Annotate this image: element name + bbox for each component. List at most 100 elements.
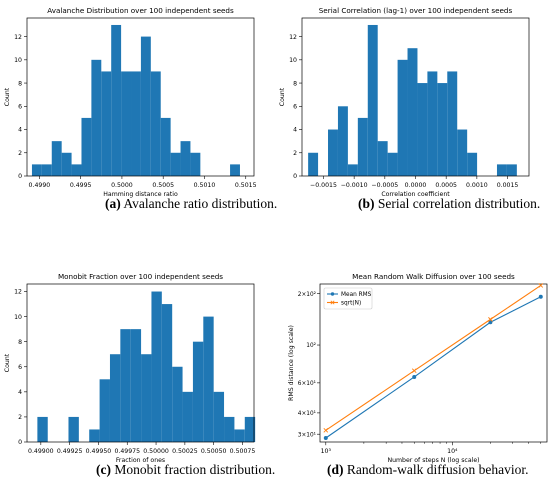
x-tick-label: 0.5005 (152, 182, 174, 189)
legend-label: Mean RMS (341, 292, 372, 298)
y-tick-label: 2 (18, 150, 22, 157)
y-tick-label: 2×10² (298, 291, 316, 298)
histogram-1: −0.0015 −0.0010 −0.0005 0.0000 0.0005 0.0010 0… (279, 6, 530, 198)
caption-d: (d) Random-walk diffusion behavior. (327, 462, 528, 478)
y-tick-label: 4×10¹ (298, 410, 316, 417)
histogram-bar (109, 354, 121, 442)
chart-title: Monobit Fraction over 100 independent se… (58, 272, 223, 281)
x-tick-label: 0.49925 (57, 448, 83, 455)
data-point (538, 294, 543, 299)
legend-marker (330, 300, 335, 305)
histogram-bar (172, 366, 183, 442)
histogram-bar (308, 152, 319, 176)
histogram-bar (99, 379, 110, 442)
histogram-bar (347, 164, 358, 176)
caption-b-text: Serial correlation distribution. (377, 196, 541, 211)
y-tick-label: 0 (293, 173, 297, 180)
x-tick-label: 0.0010 (466, 182, 488, 189)
histogram-bar (244, 416, 256, 442)
histogram-bar (190, 152, 201, 176)
histogram-bar (31, 164, 42, 176)
histogram-bar (41, 164, 52, 176)
x-tick-label: 0.5000 (111, 182, 133, 189)
x-tick-label: 10⁴ (447, 448, 458, 455)
histogram-bar (141, 354, 152, 442)
histogram-bar (213, 391, 225, 442)
histogram-bar (377, 141, 388, 176)
x-tick-label: 0.50000 (143, 448, 169, 455)
histogram-bar (437, 83, 448, 176)
x-axis-label: Hamming distance ratio (103, 191, 178, 198)
axes-frame (26, 17, 255, 177)
x-axis-label: Fraction of ones (116, 457, 165, 464)
caption-b-letter: (b) (358, 196, 375, 211)
data-point (412, 374, 417, 379)
histogram-bar (180, 141, 191, 176)
histogram-bar (234, 429, 245, 442)
data-point (538, 283, 544, 288)
histogram-bar (89, 429, 100, 442)
y-tick-label: 0 (18, 439, 22, 446)
y-tick-label: 6×10¹ (298, 380, 316, 387)
chart-title: Serial Correlation (lag-1) over 100 inde… (319, 6, 513, 15)
y-tick-label: 8 (18, 339, 22, 346)
x-tick-label: 0.0015 (497, 182, 519, 189)
x-axis-label: Correlation coefficient (381, 191, 450, 198)
legend-box (323, 287, 373, 310)
y-axis-label: Count (279, 87, 286, 106)
y-axis-label: Count (4, 87, 11, 106)
x-tick-label: 0.0000 (405, 182, 427, 189)
histogram-bar (151, 291, 162, 442)
axes-frame (26, 283, 255, 443)
histogram-bar (170, 152, 181, 176)
caption-a-letter: (a) (105, 196, 121, 211)
series-line-0 (325, 296, 542, 439)
data-point (323, 435, 328, 440)
y-tick-label: 12 (14, 289, 22, 296)
histogram-bar (397, 59, 408, 176)
histogram-bar (230, 164, 240, 176)
histogram-bar (130, 329, 142, 442)
x-tick-label: −0.0015 (310, 182, 337, 189)
caption-c-letter: (c) (96, 462, 111, 477)
legend-label: sqrt(N) (341, 301, 361, 307)
y-tick-label: 8 (18, 80, 22, 87)
histogram-bar (68, 416, 79, 442)
legend: Mean RMS sqrt(N) (323, 287, 373, 310)
y-tick-label: 3×10¹ (298, 431, 316, 438)
caption-c: (c) Monobit fraction distribution. (96, 462, 275, 478)
x-tick-label: 0.0005 (435, 182, 457, 189)
y-tick-label: 2 (293, 150, 297, 157)
histogram-bar (140, 36, 151, 177)
x-tick-label: 0.49975 (114, 448, 140, 455)
histogram-bar (71, 164, 82, 176)
line-chart-3: 10³ 10⁴ 3×10¹ 4×10¹ 6×10¹ 10² 2×10² Mean RMS sqr… (288, 272, 548, 464)
axes-frame (319, 283, 548, 443)
caption-a: (a) Avalanche ratio distribution. (105, 196, 277, 212)
histogram-bar (120, 329, 131, 442)
histogram-bar (457, 129, 468, 176)
histogram-bar (111, 24, 122, 177)
x-tick-label: −0.0005 (371, 182, 398, 189)
data-point (411, 368, 417, 374)
histogram-bar (467, 152, 478, 176)
histogram-bar (192, 341, 204, 442)
histogram-bar (427, 71, 438, 176)
histogram-bar (81, 117, 92, 176)
x-tick-label: 0.49950 (86, 448, 112, 455)
histogram-bar (160, 117, 171, 176)
histogram-bar (447, 71, 458, 176)
x-tick-label: −0.0010 (341, 182, 368, 189)
x-axis-label: Number of steps N (log scale) (387, 457, 479, 464)
histogram-bar (203, 316, 214, 442)
histogram-bar (182, 391, 193, 442)
caption-d-letter: (d) (327, 462, 344, 477)
data-point (323, 428, 329, 433)
histogram-bar (328, 129, 338, 176)
y-tick-label: 4 (18, 389, 22, 396)
histogram-bar (121, 71, 132, 176)
histogram-bar (131, 71, 141, 176)
histogram-bar (357, 117, 368, 176)
y-tick-label: 6 (293, 103, 297, 110)
